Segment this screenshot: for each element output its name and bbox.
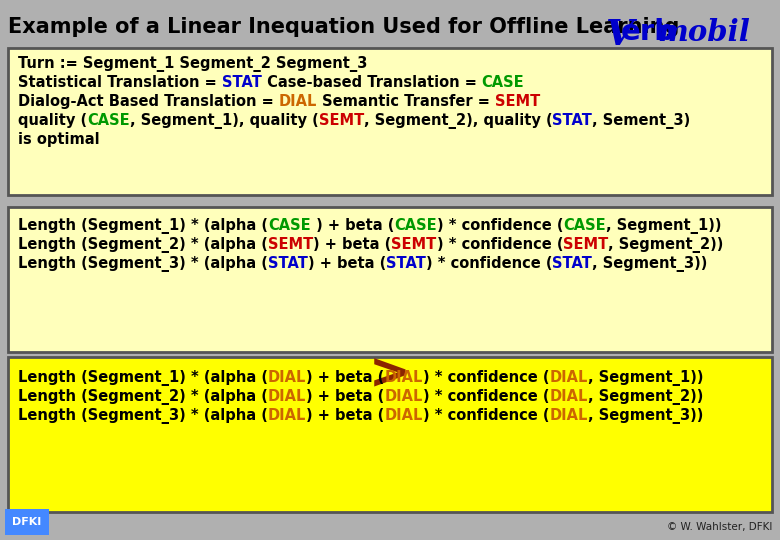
Text: SEMT: SEMT [392,237,437,252]
Text: ) + beta (: ) + beta ( [308,256,386,271]
Text: © W. Wahlster, DFKI: © W. Wahlster, DFKI [667,522,772,532]
Text: ) * confidence (: ) * confidence ( [437,237,563,252]
Text: ) + beta (: ) + beta ( [307,389,385,404]
Text: Dialog-Act Based Translation =: Dialog-Act Based Translation = [18,94,279,109]
Text: ) + beta (: ) + beta ( [310,218,394,233]
Text: DFKI: DFKI [12,517,41,527]
Text: ) * confidence (: ) * confidence ( [426,256,552,271]
Text: Statistical Translation =: Statistical Translation = [18,75,222,90]
Text: mobil: mobil [657,18,750,47]
Text: DIAL: DIAL [268,389,307,404]
Text: Length (Segment_3) * (alpha (: Length (Segment_3) * (alpha ( [18,256,268,272]
Text: ) + beta (: ) + beta ( [313,237,392,252]
Text: STAT: STAT [552,256,592,271]
Text: , Segment_3)): , Segment_3)) [592,256,707,272]
Text: SEMT: SEMT [563,237,608,252]
Text: DIAL: DIAL [549,408,588,423]
Text: SEMT: SEMT [268,237,313,252]
Text: CASE: CASE [87,113,129,128]
Text: SEMT: SEMT [495,94,541,109]
Text: CASE: CASE [394,218,437,233]
Text: , Segment_2), quality (: , Segment_2), quality ( [363,113,552,129]
Text: Length (Segment_2) * (alpha (: Length (Segment_2) * (alpha ( [18,389,268,405]
Text: STAT: STAT [268,256,308,271]
Text: , Segment_1)): , Segment_1)) [606,218,722,234]
Text: , Segment_2)): , Segment_2)) [608,237,724,253]
Text: SEMT: SEMT [318,113,363,128]
Text: DIAL: DIAL [385,389,423,404]
Text: ) * confidence (: ) * confidence ( [437,218,563,233]
FancyBboxPatch shape [8,207,772,352]
Text: quality (: quality ( [18,113,87,128]
Text: Example of a Linear Inequation Used for Offline Learning: Example of a Linear Inequation Used for … [8,17,679,37]
Text: V: V [605,18,633,52]
FancyBboxPatch shape [8,357,772,512]
Text: ) + beta (: ) + beta ( [307,370,385,385]
Text: ) * confidence (: ) * confidence ( [423,408,549,423]
Text: , Segment_1)): , Segment_1)) [588,370,704,386]
Text: STAT: STAT [386,256,426,271]
Text: CASE: CASE [482,75,524,90]
Text: ) + beta (: ) + beta ( [307,408,385,423]
Text: Length (Segment_1) * (alpha (: Length (Segment_1) * (alpha ( [18,370,268,386]
Text: , Segment_2)): , Segment_2)) [588,389,703,405]
FancyBboxPatch shape [8,48,772,195]
Text: , Segment_1), quality (: , Segment_1), quality ( [129,113,318,129]
Text: Case-based Translation =: Case-based Translation = [262,75,482,90]
Text: erb: erb [621,18,676,46]
Text: Length (Segment_2) * (alpha (: Length (Segment_2) * (alpha ( [18,237,268,253]
Text: CASE: CASE [268,218,310,233]
Text: >: > [369,350,411,398]
Text: , Sement_3): , Sement_3) [592,113,690,129]
Text: DIAL: DIAL [268,408,307,423]
Text: Length (Segment_1) * (alpha (: Length (Segment_1) * (alpha ( [18,218,268,234]
Text: DIAL: DIAL [549,370,588,385]
Text: Length (Segment_3) * (alpha (: Length (Segment_3) * (alpha ( [18,408,268,424]
Text: ) * confidence (: ) * confidence ( [423,370,549,385]
Text: DIAL: DIAL [385,408,423,423]
Text: DIAL: DIAL [268,370,307,385]
FancyBboxPatch shape [5,509,49,535]
Text: STAT: STAT [552,113,592,128]
Text: Turn := Segment_1 Segment_2 Segment_3: Turn := Segment_1 Segment_2 Segment_3 [18,56,367,72]
Text: CASE: CASE [563,218,606,233]
Text: , Segment_3)): , Segment_3)) [588,408,703,424]
Text: Semantic Transfer =: Semantic Transfer = [317,94,495,109]
Text: DIAL: DIAL [279,94,317,109]
Text: ) * confidence (: ) * confidence ( [423,389,549,404]
Text: is optimal: is optimal [18,132,100,147]
Text: DIAL: DIAL [385,370,423,385]
Text: DIAL: DIAL [549,389,588,404]
Text: STAT: STAT [222,75,262,90]
